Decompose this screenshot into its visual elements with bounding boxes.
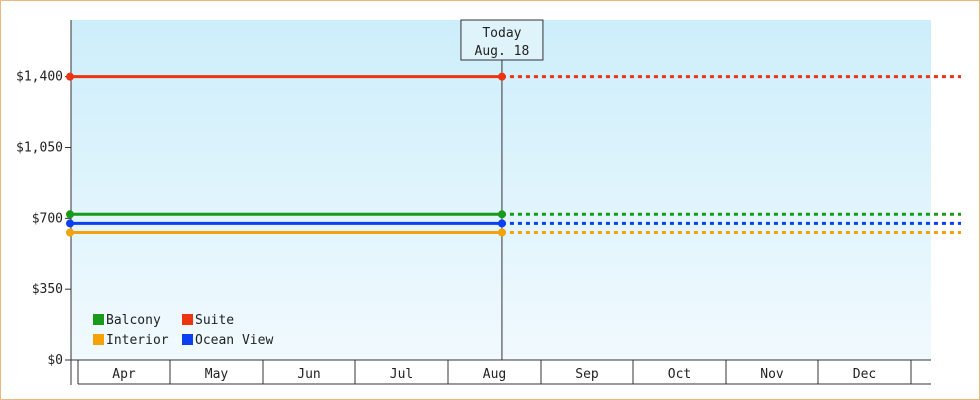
y-tick-label: $0 <box>47 353 63 368</box>
legend-swatch-ocean-view <box>182 334 193 345</box>
month-label: Jul <box>390 367 413 382</box>
legend-label-interior: Interior <box>106 333 169 348</box>
series-point-start-suite <box>66 72 74 81</box>
series-point-today-ocean-view <box>497 219 506 228</box>
y-tick-label: $1,400 <box>16 70 63 85</box>
month-label: Aug <box>483 367 506 382</box>
series-point-start-interior <box>66 228 74 237</box>
series-point-today-suite <box>497 72 506 81</box>
today-box <box>460 19 544 61</box>
legend-label-suite: Suite <box>195 313 234 328</box>
series-point-today-interior <box>497 228 506 237</box>
legend-swatch-suite <box>182 314 193 325</box>
month-label: Jun <box>297 367 320 382</box>
today-label: Today <box>482 26 521 41</box>
legend-swatch-interior <box>93 334 104 345</box>
month-label: Oct <box>668 367 691 382</box>
month-label: May <box>205 367 229 382</box>
legend-swatch-balcony <box>93 314 104 325</box>
today-date: Aug. 18 <box>475 44 530 59</box>
series-point-today-balcony <box>497 210 506 219</box>
series-point-start-ocean-view <box>66 219 74 228</box>
month-label: Apr <box>112 367 136 382</box>
y-tick-label: $700 <box>32 211 63 226</box>
series-point-start-balcony <box>66 210 74 219</box>
y-tick-label: $1,050 <box>16 141 63 156</box>
y-tick-label: $350 <box>32 282 63 297</box>
legend-label-ocean-view: Ocean View <box>195 333 273 348</box>
month-label: Nov <box>760 367 784 382</box>
month-label: Sep <box>575 367 599 382</box>
plot-area <box>71 20 931 360</box>
legend-label-balcony: Balcony <box>106 313 161 328</box>
month-label: Dec <box>853 367 876 382</box>
